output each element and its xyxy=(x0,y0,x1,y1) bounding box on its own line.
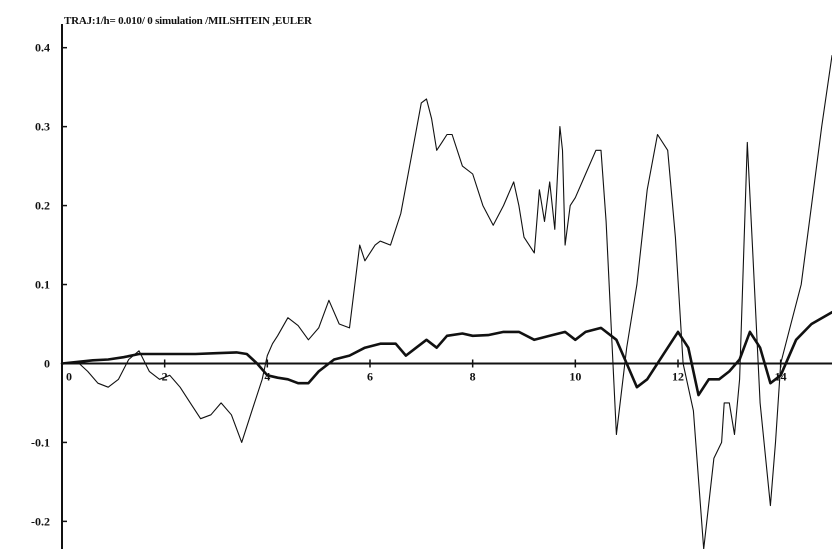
x-tick-label: 6 xyxy=(367,369,373,383)
y-tick-label: 0 xyxy=(44,356,50,370)
y-tick-label: -0.2 xyxy=(31,514,50,528)
y-tick-label: 0.2 xyxy=(35,199,50,213)
y-tick-label: 0.1 xyxy=(35,278,50,292)
x-tick-label: 2 xyxy=(162,369,168,383)
y-tick-label: 0.3 xyxy=(35,120,50,134)
x-tick-label: 10 xyxy=(569,369,581,383)
x-tick-label: 12 xyxy=(672,369,684,383)
series-line-thick xyxy=(60,310,832,397)
x-tick-label: 0 xyxy=(66,369,72,383)
y-tick-label: 0.4 xyxy=(35,41,50,55)
y-tick-label: -0.1 xyxy=(31,435,50,449)
x-tick-label: 8 xyxy=(470,369,476,383)
chart-title: TRAJ:1/h= 0.010/ 0 simulation /MILSHTEIN… xyxy=(64,15,312,27)
series-line-thin xyxy=(61,55,832,549)
